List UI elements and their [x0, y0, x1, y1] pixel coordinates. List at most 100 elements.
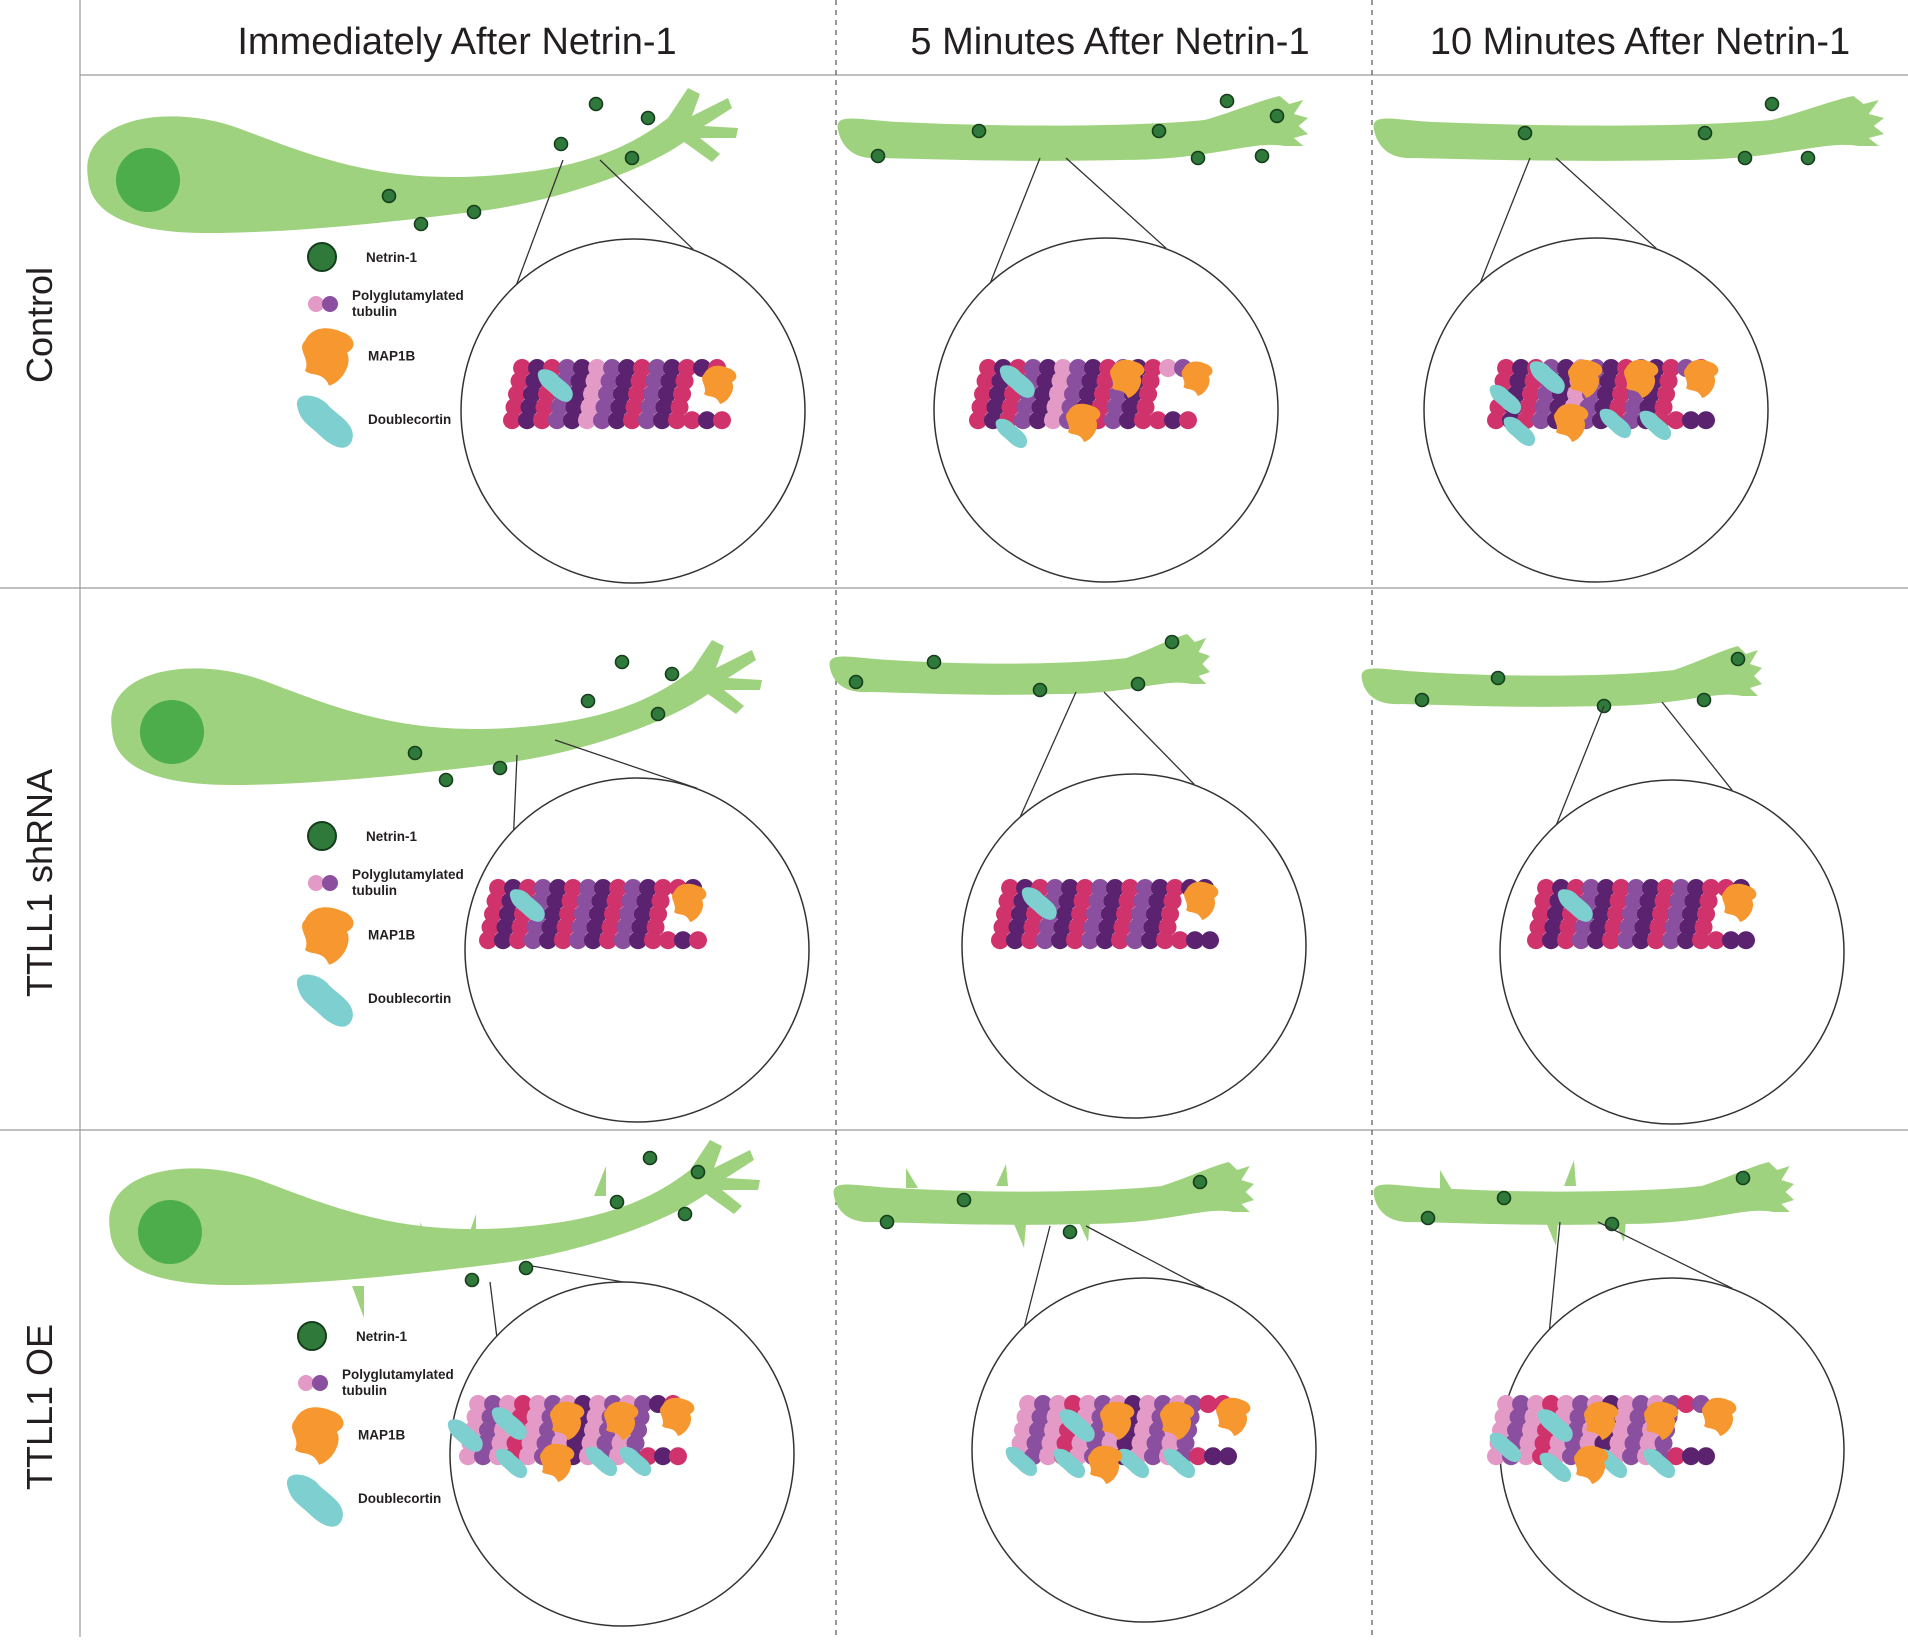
legend-doublecortin-label: Doublecortin: [368, 991, 451, 1006]
tubulin-dimer: [608, 411, 626, 430]
zoom-line: [599, 159, 694, 250]
tubulin-dimer: [674, 931, 692, 950]
tubulin-dimer: [1081, 931, 1099, 950]
tubulin-dimer: [1006, 931, 1024, 950]
doublecortin-protein: [1021, 887, 1057, 920]
zoom-line: [1547, 1221, 1561, 1344]
map1b-protein: [604, 1401, 639, 1440]
tubulin-dimer: [1722, 931, 1740, 950]
netrin-1-dot: [614, 654, 630, 670]
tubulin-dimer: [1164, 411, 1182, 430]
zoom-line: [1555, 157, 1657, 249]
netrin-1-dot: [1130, 676, 1146, 692]
legend-tubulin-icon-purple: [322, 296, 338, 312]
column-header-10-minutes: 10 Minutes After Netrin-1: [1429, 21, 1851, 63]
doublecortin-protein: [1059, 1409, 1095, 1442]
tubulin-dimer: [518, 411, 536, 430]
netrin-1-dot: [1420, 1210, 1436, 1226]
doublecortin-protein: [1117, 1448, 1150, 1479]
filopodium: [1014, 1224, 1026, 1248]
netrin-1-dot: [956, 1192, 972, 1208]
panel-control-5min: [837, 93, 1308, 583]
doublecortin-protein: [537, 369, 573, 402]
tubulin-dimer: [1707, 931, 1725, 950]
panel-oe-10min: [1373, 1160, 1845, 1623]
tubulin-dimer: [1014, 411, 1032, 430]
nucleus: [138, 1200, 202, 1264]
tubulin-dimer: [1134, 411, 1152, 430]
tubulin-dimer: [569, 931, 587, 950]
tubulin-dimer: [713, 411, 731, 430]
tubulin-dimer: [1156, 931, 1174, 950]
zoom-line: [512, 754, 518, 844]
map1b-protein: [660, 1397, 695, 1436]
netrin-1-dot: [1192, 1174, 1208, 1190]
netrin-1-dot: [1517, 125, 1533, 141]
filopodium: [464, 1214, 476, 1248]
zoom-line: [554, 739, 698, 789]
netrin-1-dot: [848, 674, 864, 690]
legend-netrin-label: Netrin-1: [356, 1329, 407, 1344]
tubulin-dimer: [1617, 931, 1635, 950]
tubulin-dimer: [1044, 411, 1062, 430]
doublecortin-protein: [1163, 1448, 1196, 1479]
legend-netrin-icon: [307, 242, 337, 272]
tubulin-dimer: [1587, 931, 1605, 950]
netrin-1-dot: [492, 760, 508, 776]
netrin-1-dot: [464, 1272, 480, 1288]
filopodium: [1564, 1160, 1576, 1186]
map1b-protein: [292, 1407, 344, 1465]
doublecortin-protein: [1599, 408, 1632, 439]
tubulin-dimer: [1104, 411, 1122, 430]
tubulin-dimer: [1572, 931, 1590, 950]
tubulin-dimer: [1532, 411, 1550, 430]
netrin-1-dot: [640, 110, 656, 126]
column-header-immediately: Immediately After Netrin-1: [237, 21, 677, 63]
tubulin-dimer: [1204, 1447, 1222, 1466]
tubulin-dimer: [1201, 931, 1219, 950]
axon-segment: [1361, 646, 1762, 707]
nucleus: [116, 148, 180, 212]
tubulin-dimer: [654, 1447, 672, 1466]
legend-tubulin-icon-pink: [308, 875, 324, 891]
map1b-protein: [1554, 403, 1589, 442]
filopodium: [906, 1168, 918, 1188]
tubulin-dimer: [623, 411, 641, 430]
nucleus: [140, 700, 204, 764]
netrin-1-dot: [1414, 692, 1430, 708]
netrin-1-dot: [664, 666, 680, 682]
tubulin-dimer: [1199, 1395, 1218, 1413]
neuron-cell-body: [111, 640, 763, 785]
tubulin-dimer: [969, 411, 987, 430]
tubulin-dimer: [1096, 931, 1114, 950]
legend-doublecortin-label: Doublecortin: [368, 412, 451, 427]
tubulin-dimer: [1036, 931, 1054, 950]
tubulin-dimer: [479, 931, 497, 950]
netrin-1-dot: [466, 204, 482, 220]
neuron-cell-body: [109, 1140, 761, 1285]
netrin-1-dot: [624, 150, 640, 166]
tubulin-dimer: [1677, 931, 1695, 950]
doublecortin-protein: [495, 1448, 528, 1479]
doublecortin-protein: [999, 365, 1035, 398]
map1b-protein: [1722, 883, 1757, 922]
tubulin-dimer: [1186, 931, 1204, 950]
netrin-1-dot: [1496, 1190, 1512, 1206]
map1b-protein: [672, 883, 707, 922]
map1b-protein: [1100, 1401, 1135, 1440]
tubulin-dimer: [1149, 411, 1167, 430]
tubulin-dimer: [644, 931, 662, 950]
zoom-line: [1085, 1225, 1205, 1289]
doublecortin-protein: [1053, 1448, 1086, 1479]
netrin-1-dot: [1800, 150, 1816, 166]
doublecortin-protein: [1529, 361, 1565, 394]
doublecortin-protein: [509, 889, 545, 922]
zoom-circle: [1499, 779, 1845, 1125]
tubulin-dimer: [689, 931, 707, 950]
panels: Netrin-1PolyglutamylatedtubulinMAP1BDoub…: [87, 88, 1884, 1627]
tubulin-dimer: [599, 931, 617, 950]
legend-polyglu-label-2: tubulin: [352, 304, 397, 319]
